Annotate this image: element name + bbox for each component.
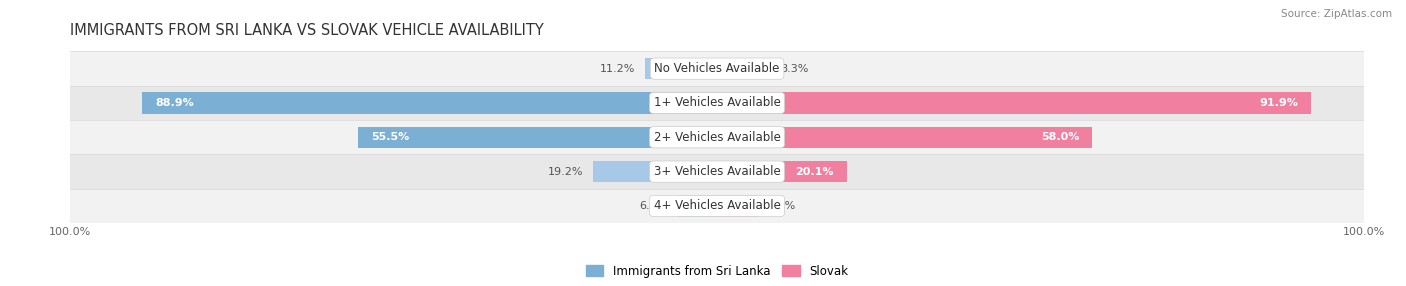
Text: 19.2%: 19.2% (548, 167, 583, 176)
Text: 88.9%: 88.9% (155, 98, 194, 108)
Text: No Vehicles Available: No Vehicles Available (654, 62, 780, 75)
Text: 4+ Vehicles Available: 4+ Vehicles Available (654, 199, 780, 212)
Bar (70, 189, 1364, 223)
Bar (717, 58, 770, 79)
Bar (593, 161, 717, 182)
Text: 1+ Vehicles Available: 1+ Vehicles Available (654, 96, 780, 110)
Text: IMMIGRANTS FROM SRI LANKA VS SLOVAK VEHICLE AVAILABILITY: IMMIGRANTS FROM SRI LANKA VS SLOVAK VEHI… (70, 23, 544, 38)
Bar (717, 92, 1312, 114)
Bar (717, 127, 1092, 148)
Text: 6.3%: 6.3% (768, 201, 796, 211)
Bar (717, 195, 758, 217)
Bar (70, 51, 1364, 86)
Bar (142, 92, 717, 114)
Bar (717, 161, 846, 182)
Bar (70, 120, 1364, 154)
Text: 91.9%: 91.9% (1260, 98, 1299, 108)
Bar (678, 195, 717, 217)
Text: 11.2%: 11.2% (599, 64, 636, 74)
Bar (359, 127, 717, 148)
Text: 3+ Vehicles Available: 3+ Vehicles Available (654, 165, 780, 178)
Text: 8.3%: 8.3% (780, 64, 808, 74)
Text: 6.1%: 6.1% (640, 201, 668, 211)
Text: 20.1%: 20.1% (796, 167, 834, 176)
Legend: Immigrants from Sri Lanka, Slovak: Immigrants from Sri Lanka, Slovak (581, 260, 853, 282)
Text: 55.5%: 55.5% (371, 132, 409, 142)
Text: 2+ Vehicles Available: 2+ Vehicles Available (654, 131, 780, 144)
Text: 58.0%: 58.0% (1040, 132, 1080, 142)
Bar (644, 58, 717, 79)
Text: Source: ZipAtlas.com: Source: ZipAtlas.com (1281, 9, 1392, 19)
Bar (70, 86, 1364, 120)
Bar (70, 154, 1364, 189)
